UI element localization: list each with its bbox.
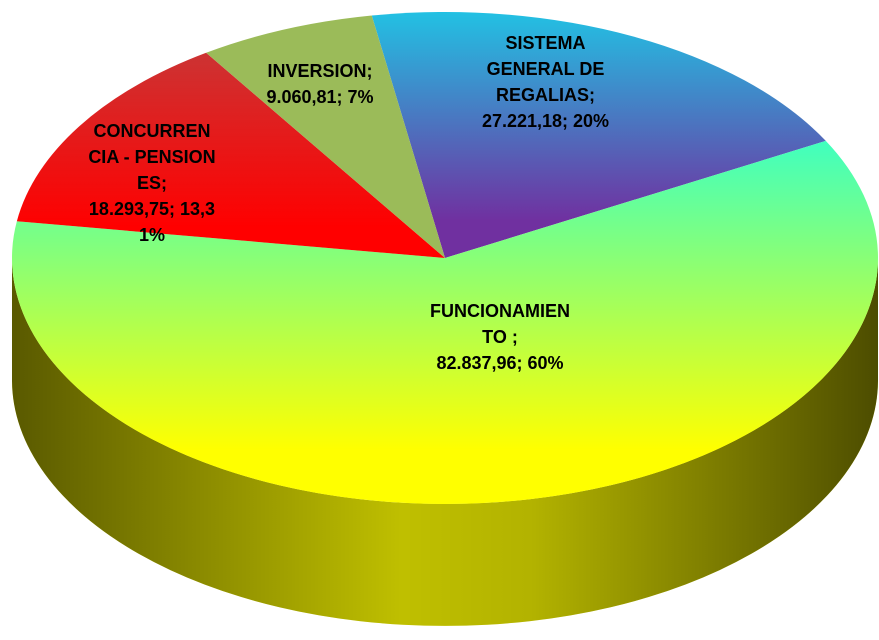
slice-name: FUNCIONAMIENTO ; [430,301,570,347]
slice-value: 82.837,96; [436,353,523,373]
slice-value: 18.293,75; [88,199,175,219]
slice-label: INVERSION; 9.060,81; 7% [240,58,400,110]
pie-slice [206,15,445,259]
slice-label: FUNCIONAMIENTO ; 82.837,96; 60% [430,298,570,376]
pie-side-shade [12,258,878,626]
slice-label: SISTEMA GENERAL DE REGALIAS; 27.221,18; 2… [478,30,613,134]
slice-name: CONCURRENCIA - PENSIONES; [88,121,216,193]
slice-percent: 60% [527,353,564,373]
pie-slice [11,140,878,504]
slice-label: CONCURRENCIA - PENSIONES; 18.293,75; 13,3… [88,118,216,248]
slice-value: 9.060,81; [266,87,343,107]
slice-name: INVERSION; [267,61,373,81]
slice-percent: 13,31% [138,199,216,245]
slice-value: 27.221,18; [481,111,569,131]
slice-name: SISTEMA GENERAL DE REGALIAS; [486,33,605,105]
pie-slice [16,52,445,258]
slice-percent: 20% [573,111,610,131]
pie-slice [371,12,826,259]
slice-percent: 7% [347,87,374,107]
